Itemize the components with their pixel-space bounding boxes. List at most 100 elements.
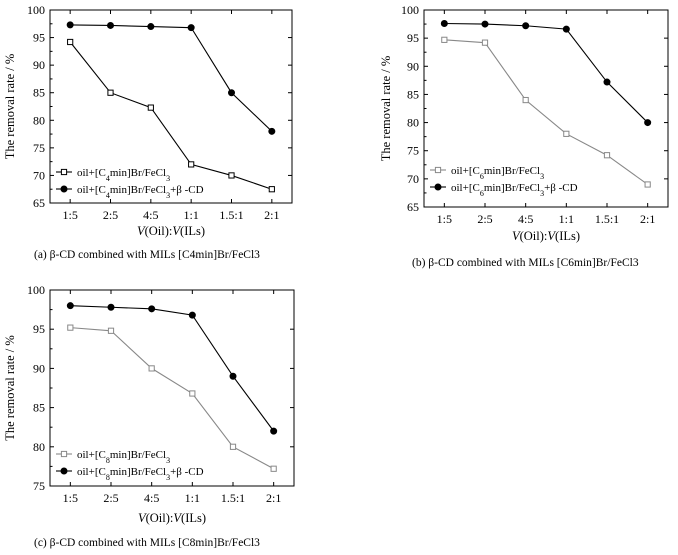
data-point-c-1-1 xyxy=(107,303,115,311)
legend-text-a-b-0: oil+[C xyxy=(451,165,480,177)
series-line-a-0 xyxy=(69,41,273,190)
x-axis-title-mid-c: (Oil): xyxy=(146,511,174,525)
chart-a-svg: 65 70 75 80 85 90 95 100 1:5 2:5 4:5 1:1 1.5:1 2:1 V(O… xyxy=(3,3,293,238)
legend-text-b-b-1: min]Br/FeCl xyxy=(484,182,540,194)
data-point-b-1-1 xyxy=(481,20,489,28)
data-point-a-0-2 xyxy=(147,104,154,111)
legend-text-c-c-1: +β -CD xyxy=(170,466,204,478)
x-tick-label-c-0: 1:5 xyxy=(63,491,78,505)
y-tick-label-a-7: 100 xyxy=(27,3,45,17)
legend-sub1-c-1: 8 xyxy=(106,473,110,482)
y-axis-title-b: The removal rate / % xyxy=(379,56,393,162)
x-tick-label-c-5: 2:1 xyxy=(266,491,281,505)
y-tick-label-a-6: 95 xyxy=(33,31,45,45)
x-tick-label-b-4: 1.5:1 xyxy=(595,212,619,226)
x-tick-label-a-5: 2:1 xyxy=(264,208,279,222)
y-tick-label-b-7: 100 xyxy=(401,3,419,17)
x-tick-label-b-0: 1:5 xyxy=(437,212,452,226)
legend-label-a-1: oil+[C4min]Br/FeCl3+β -CD xyxy=(77,184,204,200)
legend-label-b-0: oil+[C6min]Br/FeCl3 xyxy=(451,165,544,181)
legend-sub2-c-0: 3 xyxy=(166,456,170,465)
x-tick-label-a-3: 1:1 xyxy=(183,208,198,222)
legend-text-c-a-1: +β -CD xyxy=(170,184,204,196)
y-axis-title-c: The removal rate / % xyxy=(3,335,17,441)
legend-text-b-b-0: min]Br/FeCl xyxy=(484,165,540,177)
legend-text-a-c-0: oil+[C xyxy=(77,449,106,461)
legend-marker-c-1 xyxy=(60,467,68,475)
y-tick-label-c-5: 100 xyxy=(27,283,45,297)
legend-sub2-c-1: 3 xyxy=(166,473,170,482)
data-point-a-0-5 xyxy=(268,186,275,193)
legend-marker-a-1 xyxy=(60,185,68,193)
x-axis-title-var1-c: V xyxy=(138,511,147,525)
x-axis-title-end-b: (ILs) xyxy=(555,229,580,243)
x-tick-label-b-3: 1:1 xyxy=(559,212,574,226)
legend-text-b-c-1: min]Br/FeCl xyxy=(110,466,166,478)
legend-text-c-b-1: +β -CD xyxy=(544,182,578,194)
data-point-b-0-2 xyxy=(522,96,529,104)
data-point-b-1-5 xyxy=(644,119,652,127)
y-tick-label-b-4: 85 xyxy=(407,87,419,101)
series-line-b-1 xyxy=(444,22,649,123)
legend-sub2-b-0: 3 xyxy=(540,172,544,181)
data-point-a-0-4 xyxy=(228,172,235,179)
y-tick-label-c-0: 75 xyxy=(33,479,45,493)
x-axis-title-var2-b: V xyxy=(547,229,556,243)
x-tick-label-c-1: 2:5 xyxy=(103,491,118,505)
y-tick-label-a-0: 65 xyxy=(33,196,45,210)
legend-sub1-a-1: 4 xyxy=(106,191,110,200)
data-point-b-0-3 xyxy=(563,130,570,137)
chart-b-svg: 65 70 75 80 85 90 95 100 1:5 2:5 4:5 1:1 1.5:1 2:1 V(O… xyxy=(379,3,669,243)
y-tick-label-a-3: 80 xyxy=(33,113,45,127)
y-tick-label-b-0: 65 xyxy=(407,200,419,214)
x-axis-title-a: V(Oil):V(ILs) xyxy=(137,224,205,238)
data-point-c-1-4 xyxy=(229,372,237,380)
legend-text-b-a-0: min]Br/FeCl xyxy=(110,167,166,179)
series-line-c-0 xyxy=(70,327,274,470)
chart-panel-a: 65 70 75 80 85 90 95 100 1:5 2:5 4:5 1:1 1.5:1 2:1 V(O… xyxy=(0,0,340,250)
legend-sub2-a-0: 3 xyxy=(166,174,170,183)
y-tick-label-a-1: 70 xyxy=(33,168,45,182)
legend-sub1-a-0: 4 xyxy=(106,174,110,183)
x-axis-title-b: V(Oil):V(ILs) xyxy=(512,229,580,243)
legend-sub1-b-1: 6 xyxy=(480,189,484,198)
x-tick-label-a-2: 4:5 xyxy=(143,208,158,222)
x-axis-title-var2-c: V xyxy=(173,511,182,525)
data-point-c-0-2 xyxy=(148,365,155,372)
data-point-c-1-3 xyxy=(188,311,196,319)
legend-label-c-0: oil+[C8min]Br/FeCl3 xyxy=(77,449,170,465)
chart-c-svg: 75 80 85 90 95 100 1:5 2:5 4:5 1:1 1.5:1 2:1 V(Oil):… xyxy=(3,283,295,525)
data-point-a-0-1 xyxy=(107,89,114,96)
caption-a: (a) β-CD combined with MILs [C4min]Br/Fe… xyxy=(34,249,260,261)
y-tick-label-a-5: 90 xyxy=(33,58,45,72)
legend-label-c-1: oil+[C8min]Br/FeCl3+β -CD xyxy=(77,466,204,482)
y-axis-title-a: The removal rate / % xyxy=(3,54,17,160)
data-point-b-0-1 xyxy=(481,39,489,46)
x-axis-title-var1-a: V xyxy=(137,224,146,238)
y-tick-label-b-3: 80 xyxy=(407,116,419,130)
x-tick-label-c-4: 1.5:1 xyxy=(221,491,245,505)
y-tick-label-a-2: 75 xyxy=(33,141,45,155)
x-tick-label-a-4: 1.5:1 xyxy=(219,208,243,222)
caption-b: (b) β-CD combined with MILs [C6min]Br/Fe… xyxy=(412,257,639,269)
y-tick-label-c-3: 90 xyxy=(33,361,45,375)
y-tick-label-c-2: 85 xyxy=(33,401,45,415)
y-tick-label-c-4: 95 xyxy=(33,322,45,336)
data-point-b-0-4 xyxy=(603,152,611,159)
legend-sub2-a-1: 3 xyxy=(166,191,170,200)
legend-marker-b-1 xyxy=(434,183,442,191)
series-line-b-0 xyxy=(444,39,648,185)
data-point-b-1-0 xyxy=(440,20,448,28)
x-tick-label-c-3: 1:1 xyxy=(185,491,200,505)
series-line-a-1 xyxy=(70,24,273,132)
y-tick-label-b-1: 70 xyxy=(407,172,419,186)
data-point-a-1-3 xyxy=(187,24,195,32)
x-axis-title-c: V(Oil):V(ILs) xyxy=(138,511,206,525)
legend-marker-a-0 xyxy=(60,168,68,176)
x-tick-label-a-1: 2:5 xyxy=(103,208,118,222)
data-point-a-1-0 xyxy=(66,21,74,29)
y-tick-label-a-4: 85 xyxy=(33,86,45,100)
data-point-c-1-0 xyxy=(66,302,74,310)
data-point-a-1-4 xyxy=(228,89,235,97)
series-line-c-1 xyxy=(70,305,275,432)
